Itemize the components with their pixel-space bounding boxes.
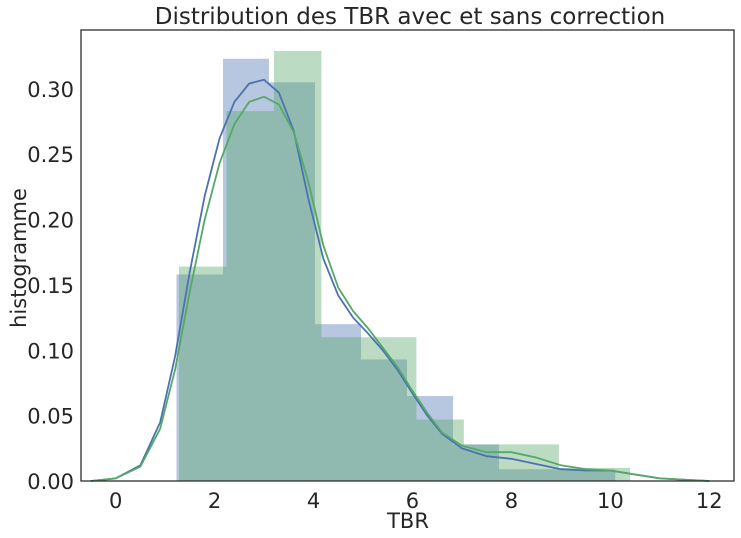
- x-tick-label: 6: [406, 489, 419, 513]
- chart-title: Distribution des TBR avec et sans correc…: [155, 4, 665, 30]
- histogram-bars: [176, 50, 631, 481]
- hist-bar-s1-3: [268, 82, 315, 481]
- x-tick-label: 4: [307, 489, 320, 513]
- x-tick-label: 2: [208, 489, 221, 513]
- plot-frame: [80, 29, 735, 482]
- hist-bar-s1-6: [407, 396, 454, 481]
- y-tick-label: 0.25: [27, 143, 74, 167]
- x-axis-label: TBR: [386, 509, 429, 533]
- y-tick-label: 0.05: [27, 405, 74, 429]
- kde-line-s2: [90, 95, 710, 482]
- hist-bar-s1-7: [453, 444, 500, 481]
- hist-bar-s1-10: [591, 469, 616, 481]
- kde-line-s1: [90, 78, 710, 482]
- x-tick-label: 12: [696, 489, 723, 513]
- y-tick-label: 0.10: [27, 339, 74, 363]
- x-tick-label: 8: [505, 489, 518, 513]
- hist-bar-s2-4: [321, 337, 369, 481]
- hist-bar-s1-2: [222, 58, 269, 481]
- hist-bar-s2-2: [226, 111, 274, 481]
- hist-bar-s2-7: [463, 444, 512, 481]
- x-axis-ticks: 0 2 4 6 8 10 12: [109, 489, 723, 513]
- hist-bar-s1-5: [360, 359, 408, 481]
- hist-bar-s1-9: [545, 469, 592, 481]
- hist-bar-s1-8: [499, 469, 546, 481]
- y-tick-label: 0.00: [27, 470, 74, 494]
- hist-bar-s1-4: [314, 324, 361, 481]
- hist-bar-s2-1: [178, 266, 227, 481]
- hist-bar-s2-5: [368, 337, 417, 481]
- y-axis-ticks: 0.00 0.05 0.10 0.15 0.20 0.25 0.30: [27, 78, 74, 494]
- hist-bar-s2-3: [273, 50, 322, 481]
- x-tick-label: 0: [109, 489, 122, 513]
- x-tick-label: 10: [597, 489, 624, 513]
- y-tick-label: 0.30: [27, 78, 74, 102]
- y-tick-label: 0.15: [27, 274, 74, 298]
- y-axis-label: histogramme: [7, 188, 31, 328]
- y-tick-label: 0.20: [27, 209, 74, 233]
- kde-curves: [90, 78, 710, 482]
